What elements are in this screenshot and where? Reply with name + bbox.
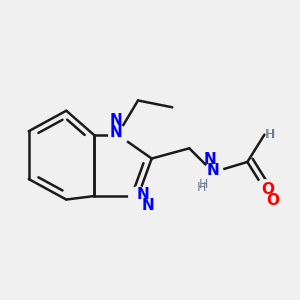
Text: N: N [110, 125, 122, 140]
Text: H: H [265, 128, 274, 141]
Text: N: N [110, 113, 122, 128]
Text: N: N [137, 187, 149, 202]
Text: N: N [207, 163, 220, 178]
Text: N: N [142, 198, 154, 213]
Text: H: H [198, 178, 208, 191]
Text: H: H [266, 128, 275, 141]
Text: H: H [196, 181, 206, 194]
Text: O: O [261, 182, 274, 197]
Text: O: O [266, 193, 279, 208]
Text: N: N [203, 152, 216, 167]
